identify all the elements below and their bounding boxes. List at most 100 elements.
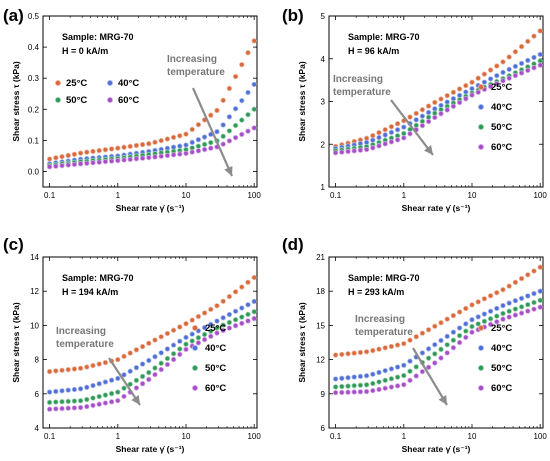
field-label: H = 0 kA/m — [62, 46, 108, 56]
data-point — [363, 373, 370, 379]
data-point — [525, 272, 531, 278]
data-point — [388, 366, 395, 372]
data-point — [65, 366, 71, 373]
data-point — [388, 376, 395, 382]
data-point — [220, 322, 226, 328]
increasing-temperature-note-2: temperature — [333, 87, 391, 98]
data-point — [444, 350, 450, 356]
data-point — [164, 136, 171, 142]
data-point — [226, 114, 233, 120]
legend-marker — [55, 80, 62, 87]
data-point — [506, 300, 512, 306]
data-point — [239, 117, 245, 123]
increasing-temperature-note: Increasing — [333, 74, 383, 85]
data-point — [220, 327, 226, 334]
data-point — [239, 61, 245, 68]
data-point — [53, 368, 59, 374]
data-point — [525, 293, 531, 299]
data-point — [90, 362, 96, 369]
data-point — [201, 134, 208, 140]
data-point — [245, 279, 251, 285]
sample-label: Sample: MRG-70 — [348, 273, 420, 283]
data-point — [450, 89, 457, 95]
data-point — [531, 290, 537, 297]
data-point — [463, 334, 469, 341]
data-point — [382, 367, 388, 374]
data-point — [413, 110, 419, 117]
data-point — [65, 405, 71, 411]
data-point — [419, 122, 426, 129]
data-point — [251, 274, 257, 281]
data-point — [214, 330, 220, 336]
data-point — [189, 149, 195, 155]
data-point — [65, 152, 71, 159]
data-point — [531, 306, 537, 312]
data-point — [394, 137, 401, 143]
data-point — [432, 351, 438, 357]
data-point — [158, 334, 164, 340]
data-point — [500, 316, 506, 322]
data-point — [208, 333, 214, 340]
legend-label: 40°C — [205, 343, 226, 354]
data-point — [195, 148, 202, 154]
data-point — [469, 302, 475, 308]
data-point — [518, 70, 525, 76]
legend-label: 60°C — [491, 142, 512, 153]
data-point — [65, 398, 71, 405]
data-point — [531, 65, 537, 71]
data-point — [102, 158, 109, 165]
data-point — [376, 129, 382, 136]
legend-label: 25°C — [491, 323, 512, 334]
data-point — [494, 63, 500, 69]
legend: 25°C 40°C 50°C 60°C — [477, 323, 512, 394]
plot-frame — [328, 256, 544, 429]
x-tick-label: 1 — [402, 191, 407, 200]
series-25C — [332, 264, 543, 358]
data-point — [232, 317, 239, 323]
y-tick-label: 14 — [30, 253, 39, 262]
data-point — [419, 113, 426, 119]
y-tick-label: 3 — [321, 98, 326, 107]
data-point — [46, 399, 53, 406]
field-label: H = 96 kA/m — [348, 46, 399, 56]
data-point — [425, 103, 432, 109]
y-tick-label: 6 — [35, 390, 40, 399]
data-point — [139, 361, 146, 367]
data-point — [444, 107, 450, 113]
increasing-temperature-note: Increasing — [167, 54, 217, 65]
series-50C — [332, 297, 543, 390]
data-point — [432, 106, 438, 112]
data-point — [133, 156, 140, 162]
data-point — [121, 144, 127, 150]
data-point — [245, 302, 251, 308]
data-point — [518, 43, 525, 50]
data-point — [177, 351, 183, 358]
data-point — [208, 145, 214, 151]
series-40C — [332, 288, 543, 382]
data-point — [195, 136, 202, 143]
data-point — [345, 389, 351, 395]
data-point — [170, 356, 177, 363]
data-point — [432, 341, 438, 348]
data-point — [382, 126, 388, 133]
data-point — [96, 401, 102, 407]
data-point — [127, 143, 133, 150]
legend-label: 60°C — [118, 95, 139, 106]
legend-label: 40°C — [491, 343, 512, 354]
data-point — [407, 114, 413, 120]
data-point — [146, 369, 152, 376]
data-point — [425, 355, 432, 361]
data-point — [152, 353, 158, 360]
data-point — [407, 368, 413, 374]
data-point — [102, 359, 109, 366]
data-point — [382, 345, 388, 351]
data-point — [332, 376, 339, 382]
data-point — [77, 404, 84, 411]
y-axis-title: Shear stress τ (kPa) — [297, 302, 307, 383]
y-tick-label: 0.5 — [28, 12, 40, 21]
data-point — [53, 163, 59, 169]
data-point — [201, 141, 208, 148]
data-point — [183, 131, 189, 137]
data-point — [506, 66, 512, 73]
legend-marker — [107, 80, 114, 87]
